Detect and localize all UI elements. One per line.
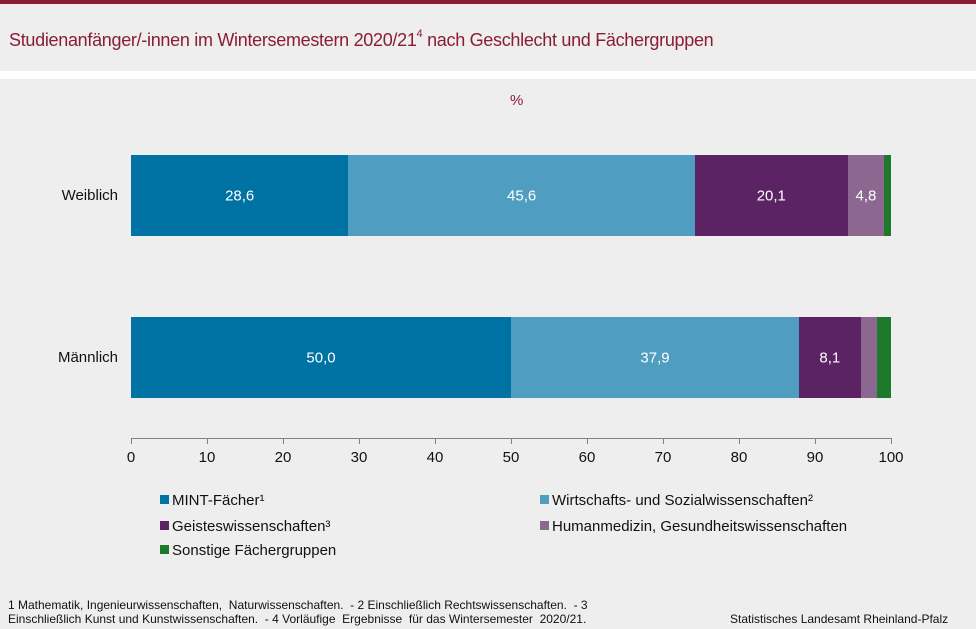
- legend-swatch: [540, 521, 549, 530]
- x-tick: [511, 438, 512, 444]
- legend-item: Wirtschafts- und Sozialwissenschaften²: [540, 492, 813, 509]
- x-tick: [359, 438, 360, 444]
- footnotes: 1 Mathematik, Ingenieurwissenschaften, N…: [8, 598, 708, 626]
- bar-segment: [884, 155, 891, 236]
- bar-segment: [131, 155, 349, 236]
- bar-segment: [511, 317, 800, 398]
- legend-swatch: [160, 545, 169, 554]
- x-tick-label: 0: [126, 449, 136, 466]
- legend-label: Humanmedizin, Gesundheitswissenschaften: [552, 518, 848, 535]
- category-label: Männlich: [57, 348, 118, 366]
- header: Studienanfänger/-innen im Wintersemester…: [0, 4, 976, 71]
- x-tick-label: 70: [654, 449, 672, 466]
- data-label: 4,8: [855, 187, 877, 204]
- x-tick-label: 20: [274, 449, 292, 466]
- x-tick-label: 40: [426, 449, 444, 466]
- x-tick: [891, 438, 892, 444]
- source-label: Statistisches Landesamt Rheinland-Pfalz: [730, 612, 949, 626]
- title-rest: nach Geschlecht und Fächergruppen: [422, 30, 714, 50]
- top-accent-bar: [0, 0, 976, 4]
- bar-segment: [860, 317, 877, 398]
- legend-label: Wirtschafts- und Sozialwissenschaften²: [552, 492, 813, 509]
- x-tick: [435, 438, 436, 444]
- data-label: 45,6: [507, 187, 537, 204]
- legend-swatch: [160, 521, 169, 530]
- x-tick: [207, 438, 208, 444]
- legend-item: Humanmedizin, Gesundheitswissenschaften: [540, 518, 847, 535]
- category-label: Weiblich: [61, 186, 118, 204]
- data-label: 50,0: [306, 349, 336, 366]
- x-tick: [587, 438, 588, 444]
- footnote-line-2: Einschließlich Kunst und Kunstwissenscha…: [8, 612, 587, 626]
- legend-swatch: [160, 495, 169, 504]
- data-label: 20,1: [756, 187, 786, 204]
- legend-label: Geisteswissenschaften³: [172, 518, 331, 535]
- legend-item: Geisteswissenschaften³: [160, 518, 330, 535]
- legend-item: MINT-Fächer¹: [160, 492, 265, 509]
- x-tick: [283, 438, 284, 444]
- title-main: Studienanfänger/-innen im Wintersemester…: [9, 30, 417, 50]
- x-tick: [815, 438, 816, 444]
- x-tick-label: 100: [878, 449, 904, 466]
- bar-segment: [799, 317, 861, 398]
- x-tick: [739, 438, 740, 444]
- x-tick-label: 60: [578, 449, 596, 466]
- data-label: 37,9: [640, 349, 670, 366]
- x-tick-label: 30: [350, 449, 368, 466]
- x-tick: [131, 438, 132, 444]
- chart-title: Studienanfänger/-innen im Wintersemester…: [9, 28, 714, 51]
- x-tick-label: 10: [198, 449, 216, 466]
- legend-label: Sonstige Fächergruppen: [172, 542, 337, 559]
- data-label: 28,6: [225, 187, 255, 204]
- legend-label: MINT-Fächer¹: [172, 492, 265, 509]
- legend-item: Sonstige Fächergruppen: [160, 542, 336, 559]
- bar-segment: [131, 317, 511, 398]
- x-tick-label: 90: [806, 449, 824, 466]
- bar-segment: [876, 317, 891, 398]
- bar-segment: [348, 155, 695, 236]
- bar-segment: [847, 155, 885, 236]
- footnote-line-1: 1 Mathematik, Ingenieurwissenschaften, N…: [8, 598, 588, 612]
- x-tick: [663, 438, 664, 444]
- unit-label: %: [510, 92, 524, 109]
- title-footnote-ref: 4: [416, 28, 423, 40]
- legend-swatch: [540, 495, 549, 504]
- data-label: 8,1: [819, 349, 841, 366]
- x-tick-label: 80: [730, 449, 748, 466]
- bar-segment: [694, 155, 848, 236]
- x-tick-label: 50: [502, 449, 520, 466]
